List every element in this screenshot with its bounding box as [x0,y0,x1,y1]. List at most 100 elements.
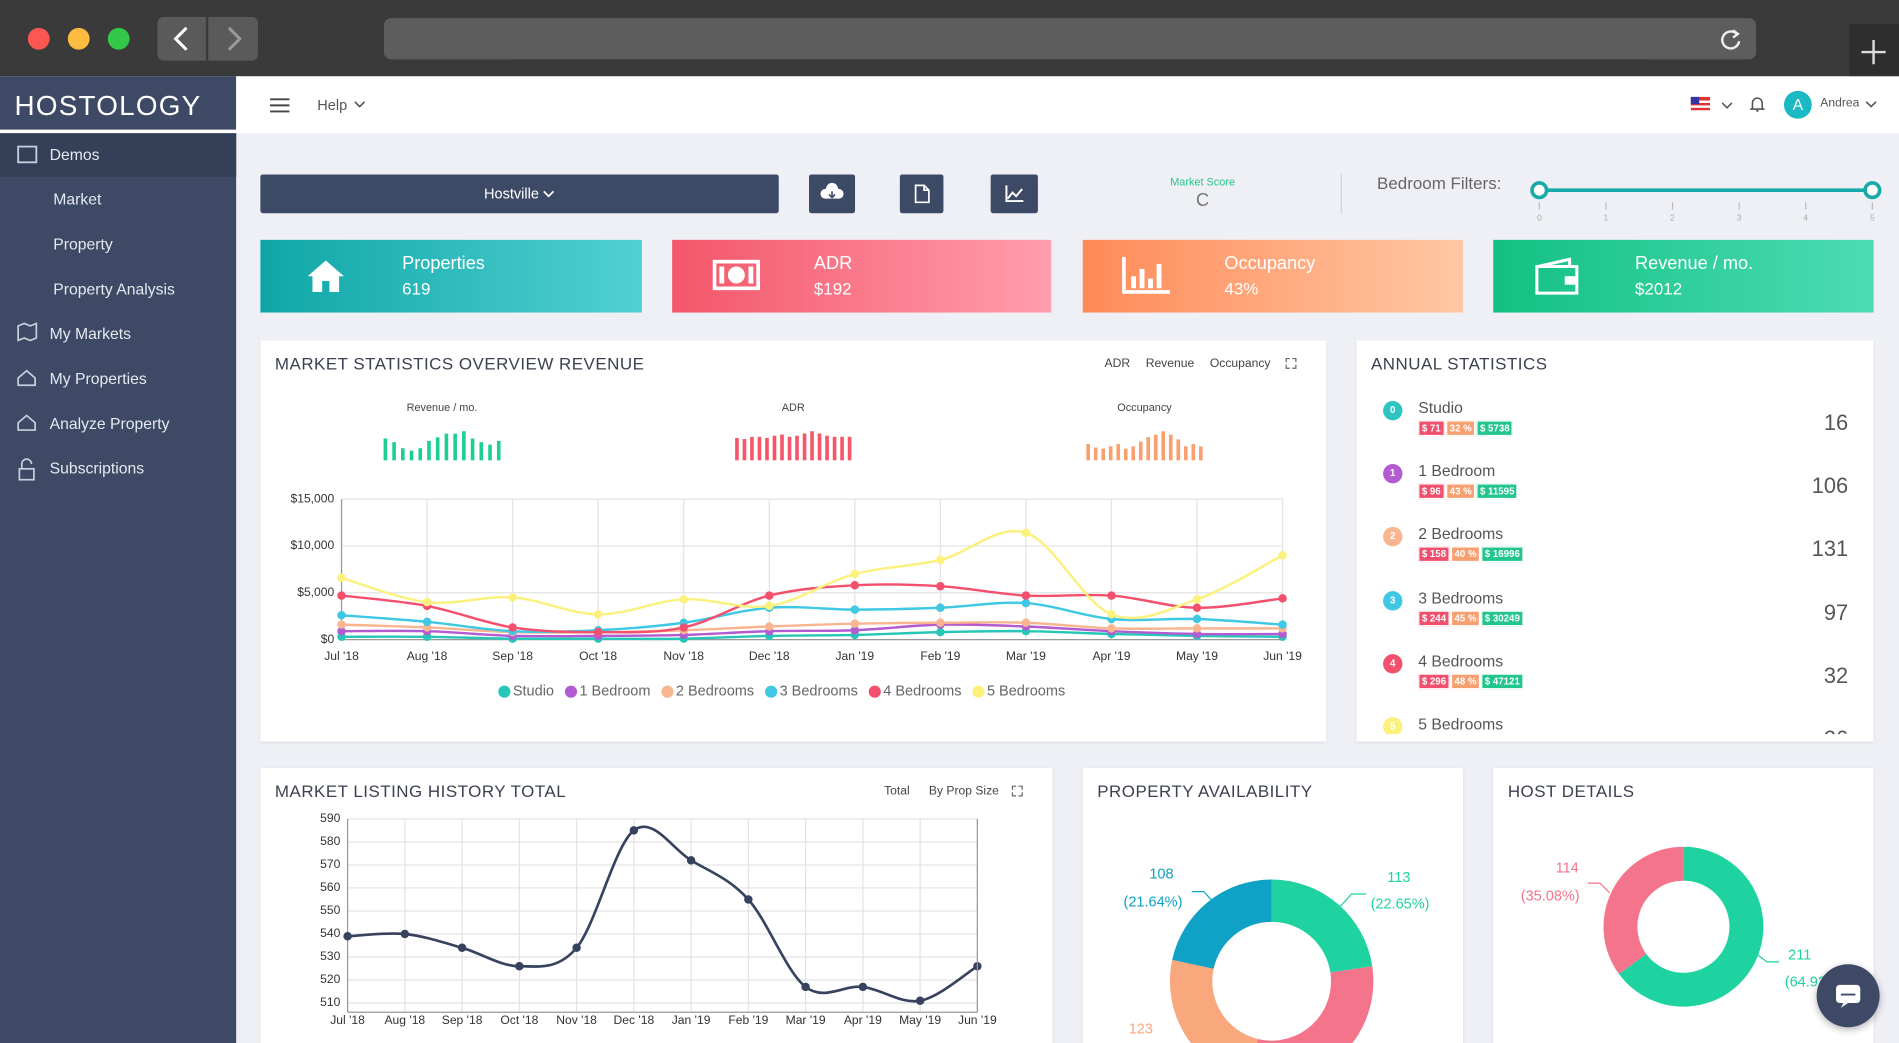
data-point [422,597,432,607]
data-point [593,627,603,637]
slider-tick-label: 4 [1803,212,1808,222]
tab[interactable]: Revenue [1145,357,1195,371]
x-tick-label: Apr '19 [1092,649,1130,663]
mini-bar [1161,431,1166,461]
card-title: PROPERTY AVAILABILITY [1097,781,1313,801]
chat-button[interactable] [1816,964,1880,1028]
maximize-button[interactable] [107,27,130,50]
kpi-card: Properties 619 [260,239,642,313]
chart-button[interactable] [990,174,1038,214]
card-title: MARKET LISTING HISTORY TOTAL [274,781,567,801]
x-tick-label: Mar '19 [1006,649,1046,663]
x-tick-label: Sep '18 [492,649,533,663]
data-point [422,617,432,627]
data-point [744,895,753,904]
kpi-value: 619 [402,278,431,299]
x-tick-label: Feb '19 [920,649,960,663]
user-menu[interactable]: Andrea [1820,96,1860,111]
data-point [1107,610,1116,619]
notifications[interactable] [1749,94,1766,113]
x-tick-label: Dec '18 [749,649,790,663]
annual-list: 0 Studio $ 71 32 % $ 5738 16 1 1 Bedroom $ 96 43 … [1356,340,1873,735]
kpi-icon [1535,257,1579,295]
new-tab-button[interactable] [1849,24,1899,77]
stat-row: 2 2 Bedrooms $ 158 40 % $ 16996 131 [1356,523,1873,584]
menu-button[interactable] [269,97,291,114]
nav-item[interactable]: Analyze Property [49,414,170,433]
nav-item[interactable]: Property [53,235,113,254]
close-button[interactable] [27,27,50,50]
data-point [1278,594,1287,603]
download-button[interactable] [809,174,856,214]
data-point [629,826,639,835]
legend-label[interactable]: 4 Bedrooms [883,684,961,700]
donut-segment [1169,959,1258,1043]
kpi-card: Occupancy 43% [1082,239,1464,313]
kpi-card: ADR $192 [672,239,1052,313]
legend-label[interactable]: 1 Bedroom [579,684,650,700]
expand-button[interactable] [1285,357,1297,369]
tab[interactable]: Total [884,784,910,799]
tab[interactable]: ADR [1104,357,1131,371]
avatar[interactable]: A [1783,90,1812,119]
row-number: 3 [1383,590,1403,611]
x-tick-label: Oct '18 [579,649,617,663]
bedroom-slider[interactable]: 0 1 2 3 4 5 [1526,170,1889,231]
logo-underline [0,129,237,134]
data-point [337,620,346,629]
data-point [1192,624,1202,633]
row-number: 1 [1383,464,1403,484]
market-select[interactable]: Hostville [260,174,779,214]
data-point [915,996,925,1005]
back-button[interactable] [157,16,206,61]
nav-item[interactable]: My Markets [49,324,132,343]
help-menu[interactable]: Help [317,96,348,114]
row-count: 32 [1823,663,1849,688]
stat-badge: $ 158 [1418,546,1450,563]
row-count: 16 [1823,410,1849,435]
bedroom-filters-label: Bedroom Filters: [1377,173,1502,193]
y-tick-label: 590 [320,811,340,825]
row-name: 4 Bedrooms [1418,651,1504,670]
row-number: 2 [1383,527,1403,547]
data-point [337,611,346,620]
nav-item[interactable]: Market [53,190,102,209]
market-score: C [1196,190,1210,211]
donut-value-label: 114 [1556,860,1579,876]
mini-bar [418,448,423,461]
mini-bar [400,448,405,461]
legend-label[interactable]: 2 Bedrooms [676,684,754,700]
slider-tick-label: 2 [1670,212,1675,222]
nav-item[interactable]: Demos [49,145,100,164]
x-tick-label: Sep '18 [442,1013,483,1027]
slider-tick-label: 3 [1737,212,1742,222]
nav-item[interactable]: Subscriptions [49,459,145,478]
expand-button[interactable] [1011,785,1023,797]
kpi-label: Properties [402,253,485,274]
tab[interactable]: Occupancy [1209,357,1271,371]
data-point [765,601,774,611]
document-button[interactable] [899,174,944,214]
tab[interactable]: By Prop Size [928,784,999,799]
mini-bar [453,433,457,461]
mini-bar [832,436,837,461]
legend-label[interactable]: 5 Bedrooms [987,684,1065,700]
listing-history-card: MARKET LISTING HISTORY TOTAL Total By Pr… [260,768,1053,1043]
mini-bar [1108,446,1113,461]
url-bar[interactable] [383,18,1757,60]
data-point [337,626,346,636]
mini-bar [847,436,852,461]
data-point [936,581,945,591]
minimize-button[interactable] [67,27,90,50]
forward-button[interactable] [208,16,258,61]
legend-label[interactable]: 3 Bedrooms [780,684,858,700]
language-flag[interactable] [1690,96,1739,115]
x-tick-label: Dec '18 [614,1013,655,1027]
stat-badge: 45 % [1450,610,1481,626]
mini-bar [742,439,747,461]
mini-bar [817,433,822,461]
legend-label[interactable]: Studio [513,684,554,700]
nav-item[interactable]: My Properties [49,369,147,388]
nav-item[interactable]: Property Analysis [53,279,175,299]
